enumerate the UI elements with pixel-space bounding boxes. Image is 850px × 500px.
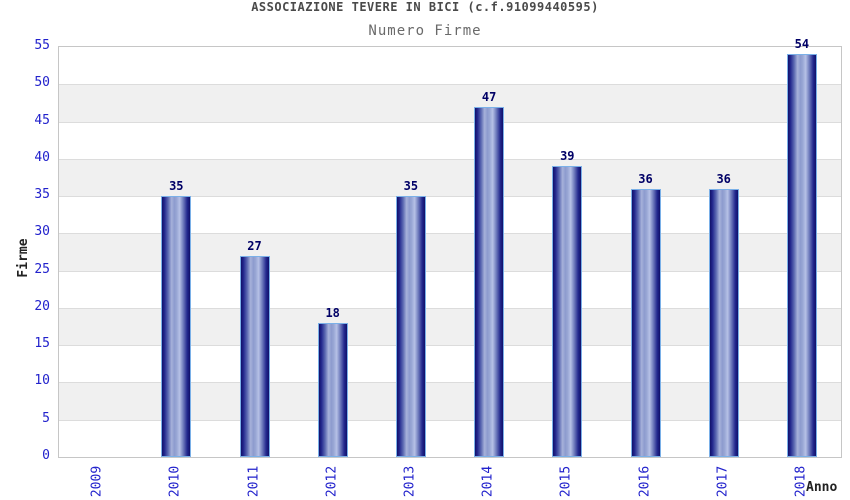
y-tick-label: 20 (34, 298, 50, 314)
bar-value-label: 39 (560, 149, 575, 164)
y-axis-ticks: 0 5 10 15 20 25 30 35 40 45 50 55 (0, 38, 50, 463)
bar-value-label: 36 (638, 171, 653, 186)
x-tick-label: 2013 (402, 465, 418, 498)
bar-value-label: 18 (325, 305, 340, 320)
grid-band (59, 84, 841, 122)
bar-2010 (161, 196, 192, 457)
x-tick-label: 2010 (167, 465, 183, 498)
x-tick-label: 2011 (246, 465, 261, 498)
chart-subtitle: Numero Firme (368, 23, 482, 39)
x-axis-title: Anno (806, 480, 838, 495)
bar-2013 (395, 196, 426, 457)
bar-2016 (630, 188, 661, 457)
bar-2018 (786, 54, 817, 457)
grid-band (59, 121, 841, 159)
y-tick-label: 35 (34, 187, 50, 203)
y-tick-label: 40 (34, 149, 50, 165)
bar-value-label: 35 (169, 179, 184, 194)
y-tick-label: 25 (34, 261, 50, 277)
plot-area: 35 27 18 35 47 39 36 36 54 (58, 37, 842, 458)
y-tick-label: 10 (34, 373, 50, 389)
x-tick-label: 2017 (715, 465, 731, 498)
bar-value-label: 54 (794, 37, 810, 52)
bar-2015 (552, 166, 583, 457)
x-tick-label: 2009 (89, 465, 105, 498)
bar-value-label: 36 (716, 171, 731, 186)
bar-2012 (317, 322, 348, 457)
y-tick-label: 5 (42, 410, 50, 426)
chart-title: ASSOCIAZIONE TEVERE IN BICI (c.f.9109944… (251, 0, 599, 14)
y-tick-label: 55 (34, 38, 50, 53)
y-tick-label: 45 (34, 112, 50, 128)
x-axis-labels: 2009 2010 2011 2012 2013 2014 2015 2016 2017 2018 (58, 458, 840, 500)
bar-2014 (474, 106, 505, 457)
y-tick-label: 15 (34, 336, 50, 352)
bar-2017 (708, 188, 739, 457)
x-tick-label: 2014 (480, 465, 496, 498)
y-tick-label: 30 (34, 224, 50, 240)
grid-band (59, 158, 841, 197)
bar-value-label: 47 (481, 89, 497, 104)
grid-band (59, 47, 841, 85)
x-tick-label: 2012 (324, 465, 340, 498)
y-tick-label: 0 (42, 448, 50, 463)
bar-value-label: 35 (403, 179, 419, 194)
x-tick-label: 2015 (558, 465, 574, 498)
bar-value-label: 27 (247, 238, 262, 253)
bar-2011 (239, 255, 270, 457)
y-tick-label: 50 (34, 75, 50, 91)
x-tick-label: 2016 (637, 465, 652, 498)
